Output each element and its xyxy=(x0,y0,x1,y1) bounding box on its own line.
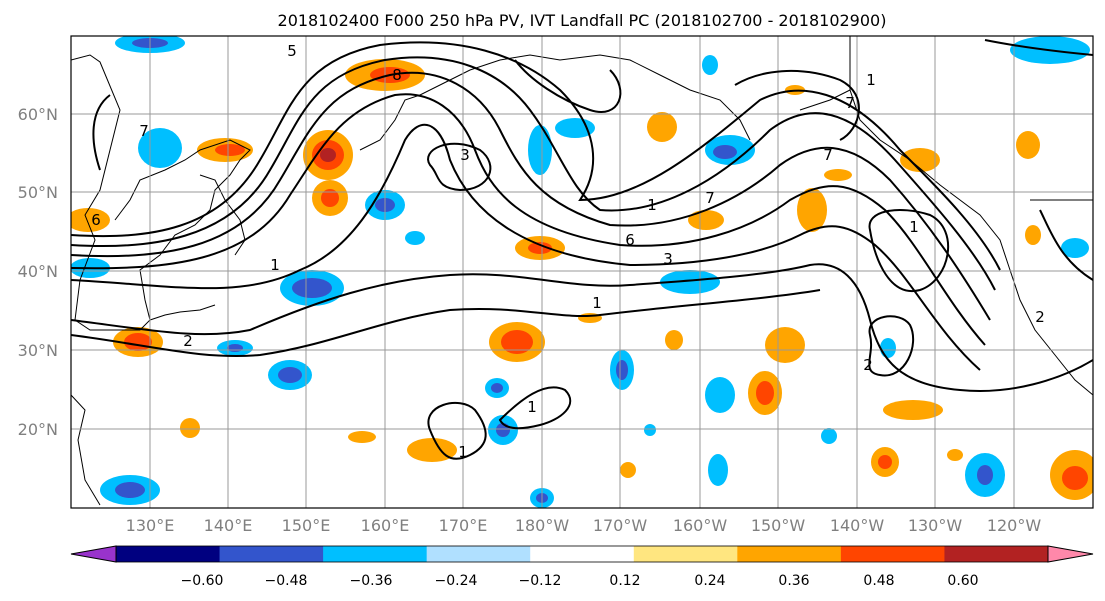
colorbar-tick: −0.60 xyxy=(181,573,224,589)
colorbar-tick: 0.24 xyxy=(694,573,725,589)
contour-label: 7 xyxy=(705,189,715,207)
lon-label: 140°W xyxy=(830,516,885,535)
colorbar-segment xyxy=(737,546,842,562)
colorbar-segment xyxy=(840,546,945,562)
colorbar-tick-labels: −0.60 −0.48 −0.36 −0.24 −0.12 0.12 0.24 … xyxy=(181,573,979,589)
colorbar-tick: 0.12 xyxy=(609,573,640,589)
negative-anomaly-patches xyxy=(71,36,1090,508)
lon-label: 160°E xyxy=(361,516,410,535)
colorbar-segment xyxy=(219,546,324,562)
latitude-labels: 60°N 50°N 40°N 30°N 20°N xyxy=(18,105,58,439)
contour-label: 2 xyxy=(863,356,873,374)
lat-label-50n: 50°N xyxy=(18,183,58,202)
lon-label: 120°W xyxy=(987,516,1042,535)
contour-label: 7 xyxy=(139,122,149,140)
lon-label: 150°W xyxy=(751,516,806,535)
colorbar-segment xyxy=(530,546,635,562)
contour-label: 3 xyxy=(663,250,673,268)
contour-labels: 5 8 7 6 3 7 1 6 3 1 2 1 1 2 7 7 1 1 1 2 xyxy=(91,42,1045,461)
pv-fill-patches xyxy=(71,36,1093,508)
colorbar-tick: −0.24 xyxy=(435,573,478,589)
contour-label: 2 xyxy=(183,332,193,350)
contour-label: 7 xyxy=(845,94,855,112)
colorbar-tick: −0.48 xyxy=(265,573,308,589)
colorbar-tick: 0.48 xyxy=(863,573,894,589)
contour-label: 1 xyxy=(527,398,537,416)
contour-label: 6 xyxy=(91,211,101,229)
colorbar-segment xyxy=(323,546,428,562)
map-panel: 5 8 7 6 3 7 1 6 3 1 2 1 1 2 7 7 1 1 1 2 xyxy=(70,35,1094,509)
colorbar-min-extension xyxy=(70,545,117,563)
contour-label: 5 xyxy=(287,42,297,60)
lon-label: 170°W xyxy=(593,516,648,535)
colorbar-segment xyxy=(116,546,221,562)
lon-label: 140°E xyxy=(204,516,253,535)
lat-label-20n: 20°N xyxy=(18,420,58,439)
pv-contours xyxy=(71,39,1093,460)
colorbar-tick: 0.36 xyxy=(778,573,809,589)
contour-label: 1 xyxy=(647,196,657,214)
contour-label: 1 xyxy=(866,71,876,89)
contour-label: 8 xyxy=(392,66,402,84)
contour-label: 7 xyxy=(823,146,833,164)
figure-title: 2018102400 F000 250 hPa PV, IVT Landfall… xyxy=(278,11,887,30)
contour-label: 1 xyxy=(592,294,602,312)
colorbar-tick: −0.12 xyxy=(519,573,562,589)
longitude-labels: 130°E 140°E 150°E 160°E 170°E 180°W 170°… xyxy=(126,516,1042,535)
contour-label: 1 xyxy=(909,218,919,236)
lon-label: 150°E xyxy=(282,516,331,535)
lat-label-60n: 60°N xyxy=(18,105,58,124)
lon-label: 170°E xyxy=(439,516,488,535)
colorbar-max-extension xyxy=(1047,545,1094,563)
map-border xyxy=(70,35,1094,509)
colorbar-segment xyxy=(426,546,531,562)
contour-label: 2 xyxy=(1035,308,1045,326)
colorbar-segment xyxy=(633,546,738,562)
colorbar-segments xyxy=(116,546,1049,562)
contour-label: 1 xyxy=(270,256,280,274)
contour-label: 6 xyxy=(625,231,635,249)
contour-label: 3 xyxy=(460,146,470,164)
colorbar-tick: 0.60 xyxy=(947,573,978,589)
lon-label: 130°E xyxy=(126,516,175,535)
contour-label: 1 xyxy=(458,443,468,461)
lon-label: 160°W xyxy=(673,516,728,535)
colorbar: −0.60 −0.48 −0.36 −0.24 −0.12 0.12 0.24 … xyxy=(70,545,1094,589)
lon-label: 180°W xyxy=(515,516,570,535)
lat-label-30n: 30°N xyxy=(18,341,58,360)
colorbar-segment xyxy=(944,546,1049,562)
lat-label-40n: 40°N xyxy=(18,262,58,281)
colorbar-tick: −0.36 xyxy=(350,573,393,589)
lon-label: 130°W xyxy=(908,516,963,535)
colorbar-border xyxy=(115,545,1049,563)
